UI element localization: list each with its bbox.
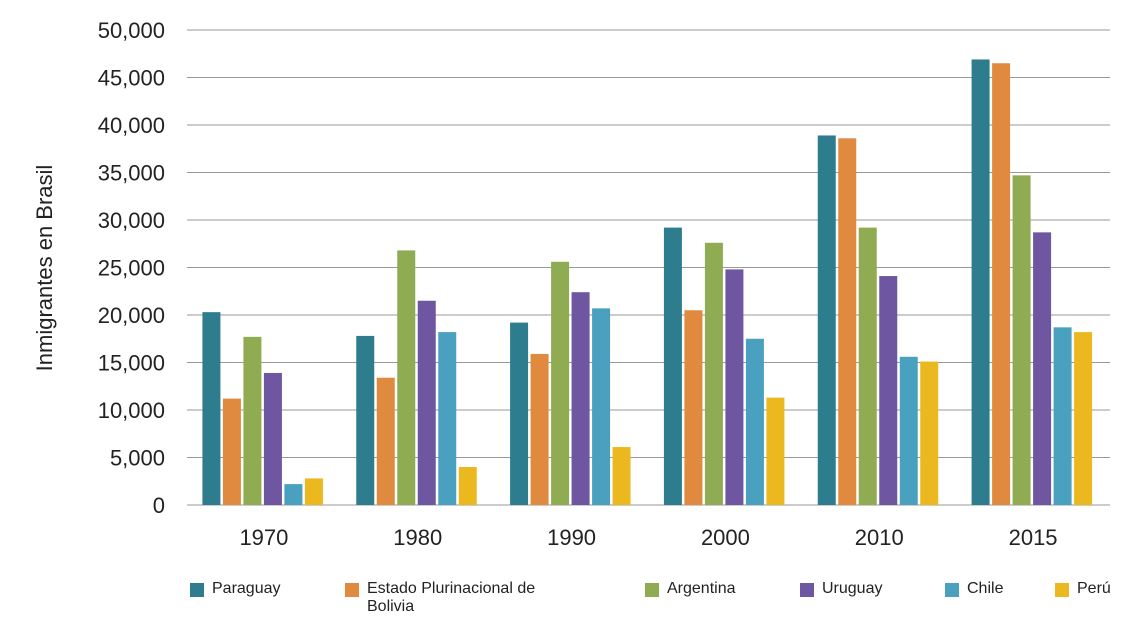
legend-swatch (800, 583, 814, 597)
bar (284, 484, 303, 505)
legend-label: Chile (967, 580, 1004, 597)
legend-label: Perú (1077, 580, 1111, 597)
y-tick-label: 35,000 (98, 161, 165, 186)
bar (838, 138, 857, 506)
legend-label: Estado Plurinacional de Bolivia (367, 580, 536, 615)
bar (510, 322, 529, 505)
x-tick-label: 1990 (547, 525, 596, 550)
y-tick-label: 25,000 (98, 256, 165, 281)
bar (920, 361, 939, 505)
y-tick-label: 0 (153, 493, 165, 518)
bar (1012, 175, 1031, 505)
x-tick-label: 1980 (393, 525, 442, 550)
bar (458, 467, 477, 505)
legend-item: Chile (945, 580, 1003, 598)
bar (858, 227, 877, 505)
bar (530, 353, 549, 505)
legend-swatch (1055, 583, 1069, 597)
bar (571, 292, 590, 505)
bar (202, 312, 221, 505)
x-tick-label: 2015 (1009, 525, 1058, 550)
y-tick-label: 10,000 (98, 398, 165, 423)
legend-item: Estado Plurinacional de Bolivia (345, 580, 567, 616)
legend: Paraguay Estado Plurinacional de Bolivia A… (190, 580, 1111, 620)
bar (356, 335, 375, 505)
bar (243, 336, 262, 505)
bar (551, 261, 570, 505)
bar (1053, 327, 1072, 505)
bar (663, 227, 682, 505)
legend-swatch (945, 583, 959, 597)
y-tick-label: 30,000 (98, 208, 165, 233)
bar (263, 372, 282, 505)
bar (971, 59, 990, 505)
legend-label: Uruguay (822, 580, 883, 597)
legend-item: Paraguay (190, 580, 281, 598)
legend-label: Argentina (667, 580, 736, 597)
bar (376, 377, 395, 505)
bar (725, 269, 744, 505)
bar (438, 332, 457, 505)
y-axis-label: Inmigrantes en Brasil (32, 165, 57, 372)
y-tick-label: 15,000 (98, 351, 165, 376)
legend-item: Argentina (645, 580, 736, 598)
bar (1074, 332, 1093, 505)
bar (879, 276, 898, 505)
x-tick-label: 1970 (239, 525, 288, 550)
x-tick-label: 2010 (855, 525, 904, 550)
bar (817, 135, 836, 505)
legend-swatch (645, 583, 659, 597)
chart: Inmigrantes en Brasil 0 5,000 10,000 15,000… (32, 18, 1110, 550)
legend-label: Paraguay (212, 580, 281, 597)
legend-item: Uruguay (800, 580, 882, 598)
bar (397, 250, 416, 505)
bar (704, 242, 723, 506)
y-tick-label: 50,000 (98, 18, 165, 43)
bar (899, 356, 918, 505)
bar (766, 397, 785, 505)
y-tick-label: 40,000 (98, 113, 165, 138)
bar (745, 338, 764, 505)
bar (417, 300, 436, 505)
y-tick-label: 45,000 (98, 66, 165, 91)
bar (992, 63, 1011, 505)
bar (684, 310, 703, 505)
y-tick-label: 5,000 (110, 446, 165, 471)
legend-swatch (345, 583, 359, 597)
bar (222, 398, 241, 505)
legend-swatch (190, 583, 204, 597)
bar (1033, 232, 1052, 505)
y-tick-label: 20,000 (98, 303, 165, 328)
legend-item: Perú (1055, 580, 1111, 598)
x-tick-label: 2000 (701, 525, 750, 550)
bar (592, 308, 611, 505)
bar (304, 478, 323, 505)
bar (612, 447, 631, 505)
